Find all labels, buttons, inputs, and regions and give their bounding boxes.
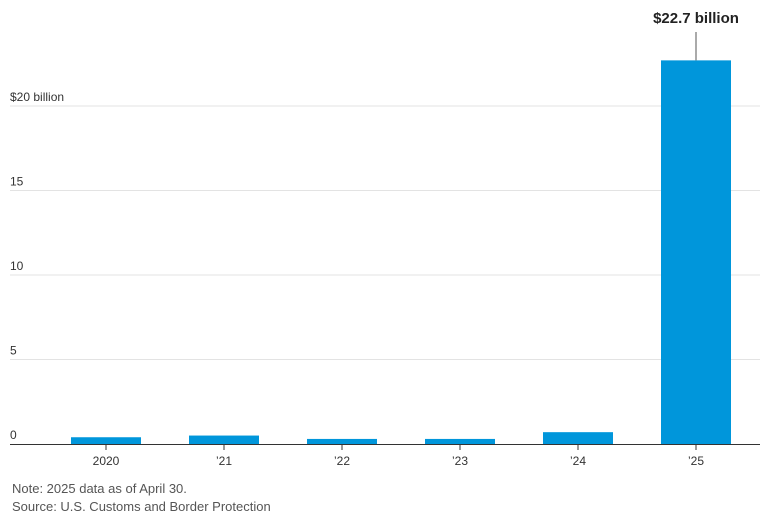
bar <box>71 437 141 444</box>
x-tick-label: ’24 <box>570 454 586 468</box>
x-axis: 2020 ’21 ’22 ’23 ’24 ’25 <box>10 444 760 468</box>
y-axis-tick-labels: 0 5 10 15 $20 billion <box>10 90 64 442</box>
x-tick-label: ’23 <box>452 454 468 468</box>
bar <box>189 435 259 444</box>
bar-chart-svg: 0 5 10 15 $20 billion 2020 ’21 ’22 ’23 ’24 ’25 $2… <box>10 10 760 468</box>
bar <box>425 438 495 444</box>
y-tick-label: $20 billion <box>10 90 64 104</box>
bar <box>543 432 613 444</box>
y-tick-label: 5 <box>10 344 17 358</box>
x-tick-label: 2020 <box>93 454 120 468</box>
bars <box>71 60 731 445</box>
x-tick-label: ’25 <box>688 454 704 468</box>
bar <box>661 60 731 445</box>
x-tick-label: ’21 <box>216 454 232 468</box>
bar-annotation: $22.7 billion <box>653 10 739 61</box>
bar <box>307 438 377 444</box>
chart-note: Note: 2025 data as of April 30. <box>12 481 187 496</box>
chart-footer: Note: 2025 data as of April 30. Source: … <box>12 480 271 516</box>
y-tick-label: 15 <box>10 175 24 189</box>
y-tick-label: 10 <box>10 259 24 273</box>
gridlines <box>10 105 760 360</box>
annotation-label: $22.7 billion <box>653 10 739 27</box>
chart-source: Source: U.S. Customs and Border Protecti… <box>12 499 271 514</box>
y-tick-label: 0 <box>10 428 17 442</box>
x-tick-label: ’22 <box>334 454 350 468</box>
